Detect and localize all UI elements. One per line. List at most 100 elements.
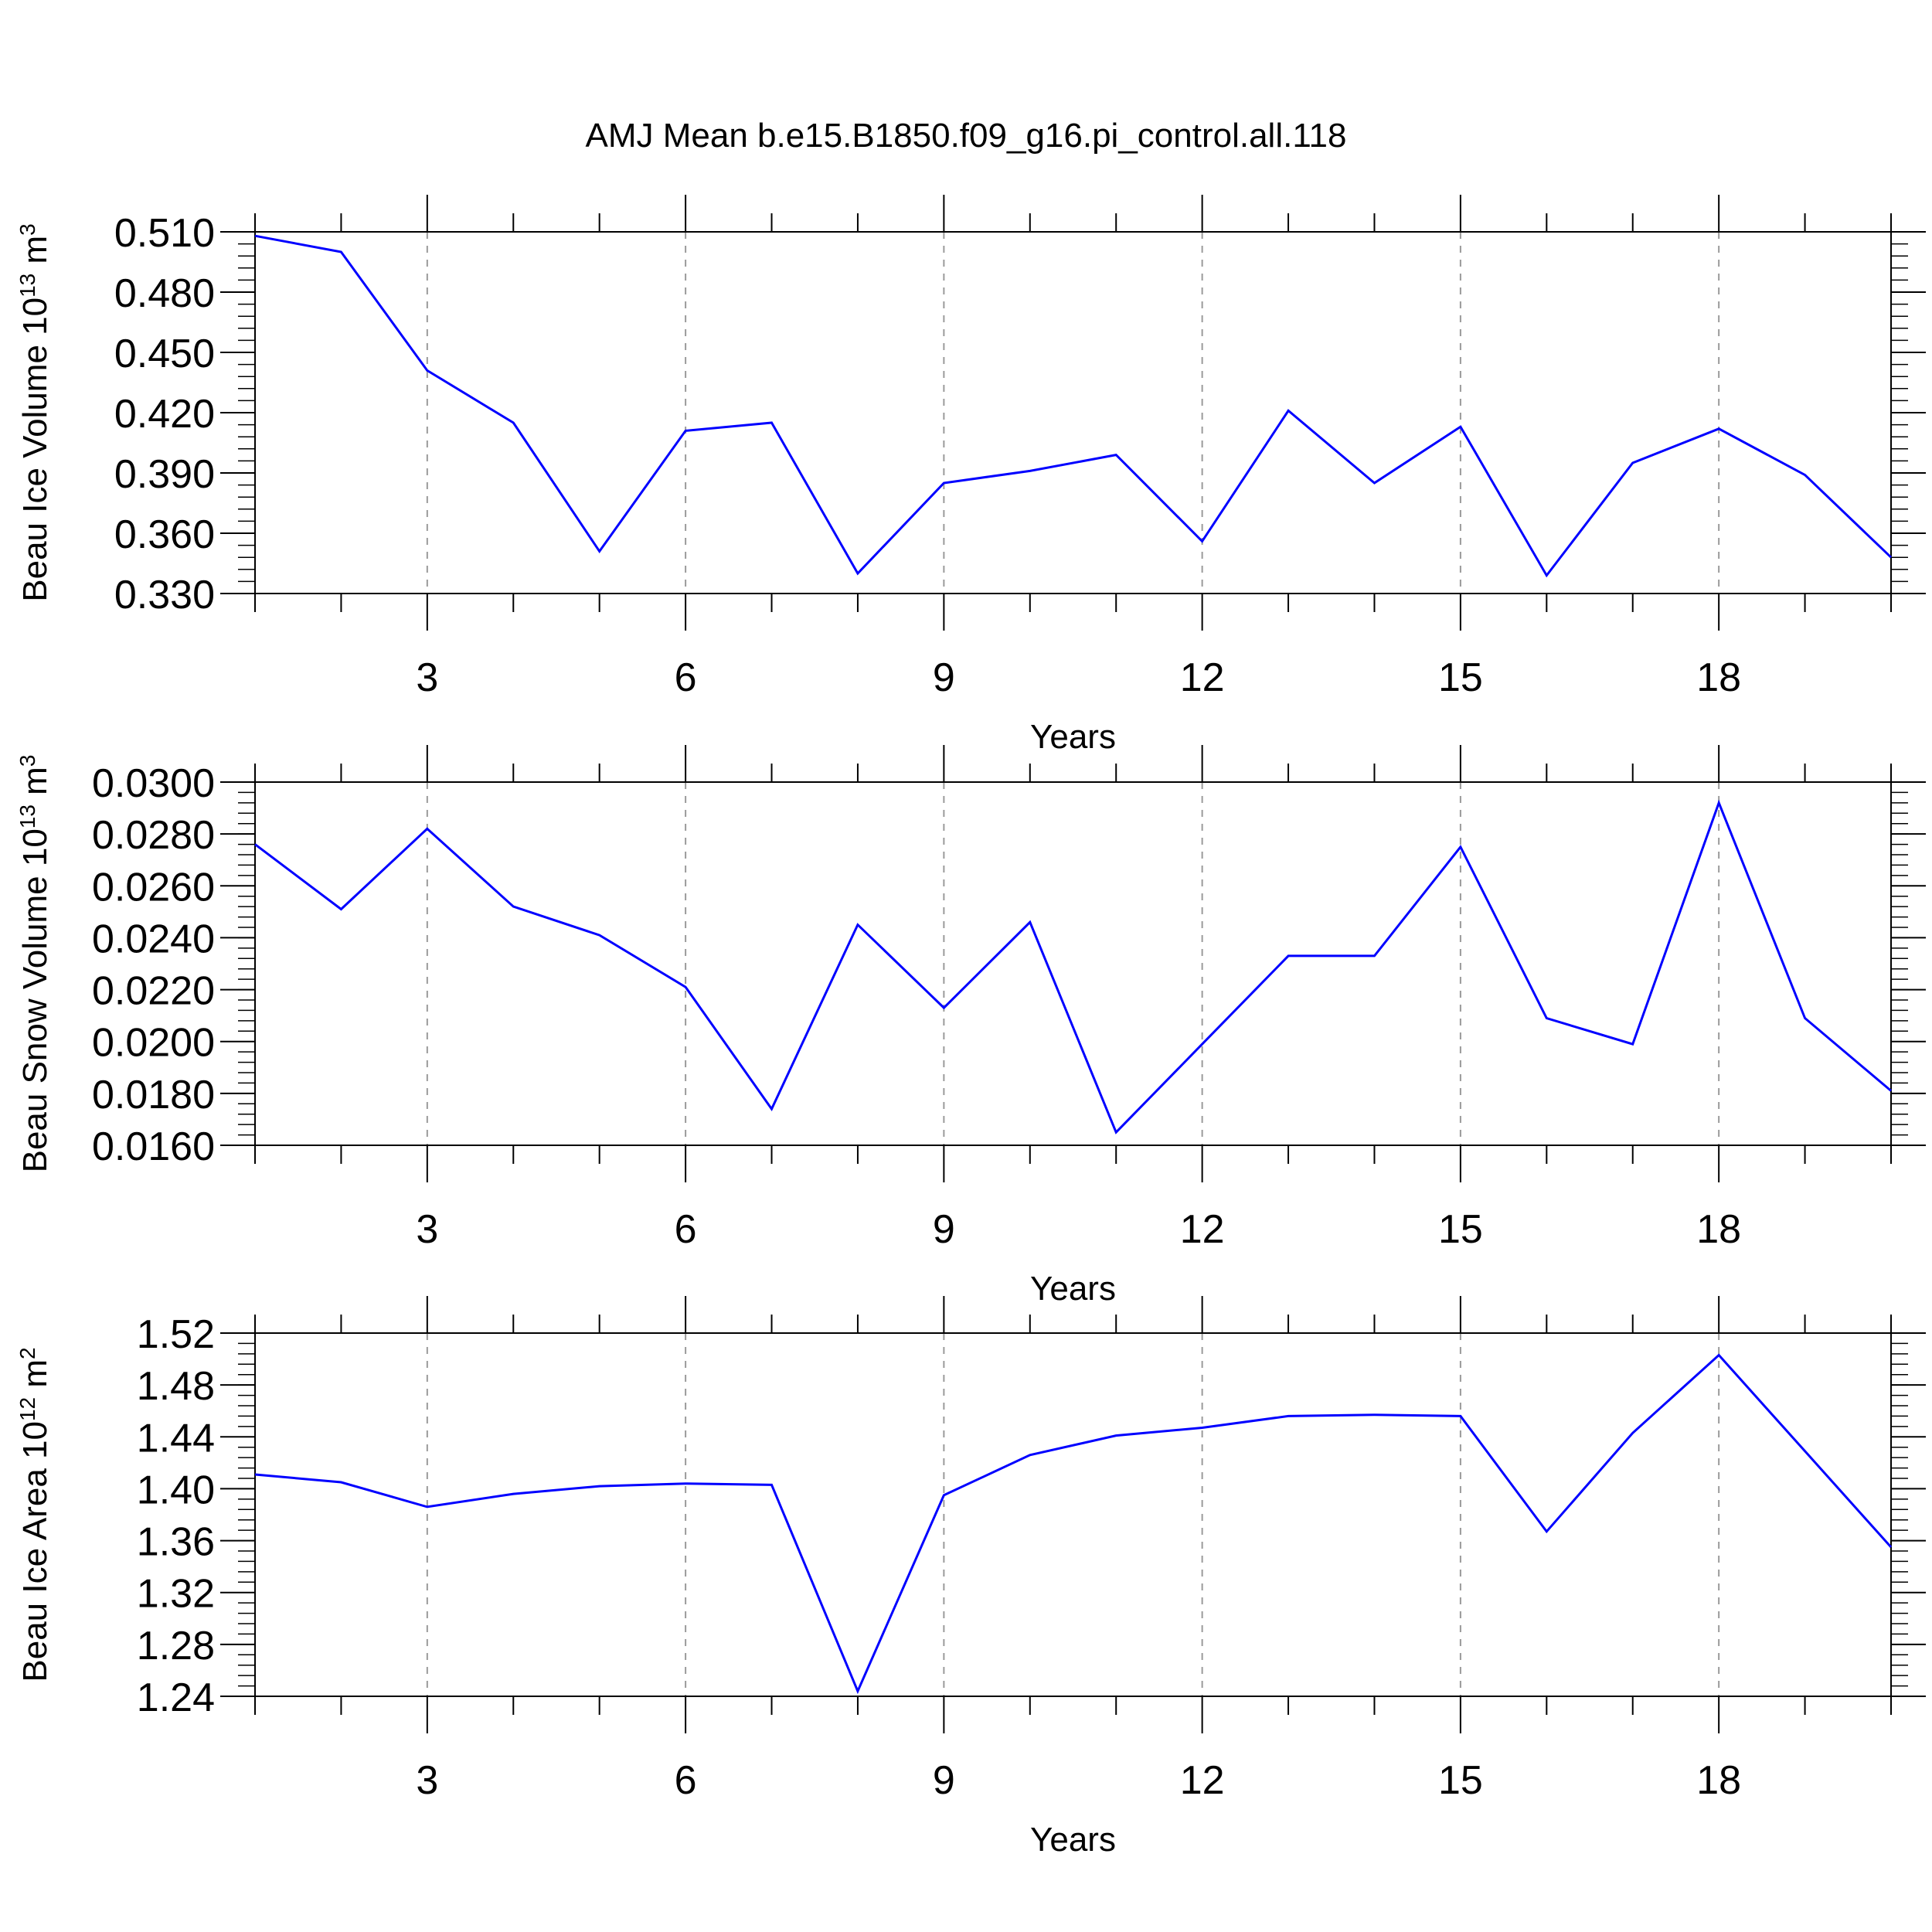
plot-frame bbox=[254, 781, 1892, 1146]
data-point bbox=[1114, 453, 1118, 457]
x-tick-label: 3 bbox=[416, 1758, 438, 1803]
data-point bbox=[511, 904, 515, 909]
panel-2: 0.0160 0.0180 0.0200 0.0220 0.0240 0.0260 0.02… bbox=[15, 745, 1926, 1308]
chart-title: AMJ Mean b.e15.B1850.f09_g16.pi_control.… bbox=[586, 117, 1347, 155]
x-tick-label: 6 bbox=[675, 655, 697, 700]
y-tick-label: 0.0160 bbox=[92, 1124, 215, 1169]
y-axis-label-superscript: 13 bbox=[15, 804, 39, 828]
y-tick-label: 0.0240 bbox=[92, 917, 215, 961]
y-tick-label: 1.32 bbox=[137, 1572, 215, 1617]
data-point bbox=[941, 1493, 946, 1498]
y-tick-label: 0.360 bbox=[114, 512, 215, 557]
x-tick-label: 6 bbox=[675, 1207, 697, 1252]
y-tick-label: 0.0220 bbox=[92, 969, 215, 1014]
x-tick-label: 12 bbox=[1180, 655, 1225, 700]
data-point bbox=[1286, 1413, 1291, 1418]
data-point bbox=[1028, 1453, 1032, 1458]
data-point bbox=[597, 549, 602, 553]
y-axis-label-part: Beau Ice Area 10 bbox=[16, 1421, 54, 1682]
x-tick-label: 3 bbox=[416, 655, 438, 700]
data-point bbox=[425, 368, 430, 372]
plot-frame bbox=[254, 1332, 1892, 1697]
data-point bbox=[1372, 954, 1376, 958]
series-line bbox=[254, 1353, 1893, 1695]
data-point bbox=[855, 1689, 860, 1693]
data-point bbox=[683, 985, 688, 989]
y-tick-label: 1.48 bbox=[137, 1364, 215, 1409]
y-axis-label-part: m bbox=[16, 236, 54, 274]
data-point bbox=[1544, 573, 1549, 578]
data-point bbox=[1716, 801, 1721, 805]
x-axis-label: Years bbox=[1030, 718, 1116, 756]
y-tick-label: 1.28 bbox=[137, 1624, 215, 1668]
y-axis-label-superscript: 2 bbox=[15, 1347, 39, 1359]
x-tick-label: 3 bbox=[416, 1207, 438, 1252]
y-axis-label-part: Beau Ice Volume 10 bbox=[16, 298, 54, 602]
y-axis-label: Beau Ice Volume 1013 m3 bbox=[15, 223, 55, 601]
data-point bbox=[1631, 461, 1635, 465]
y-tick-label: 0.510 bbox=[114, 211, 215, 256]
data-point bbox=[1200, 539, 1205, 543]
y-axis-label-superscript: 3 bbox=[15, 755, 39, 767]
data-point bbox=[1716, 1353, 1721, 1358]
data-point bbox=[1114, 1434, 1118, 1438]
x-tick-label: 12 bbox=[1180, 1207, 1225, 1252]
y-axis-label: Beau Snow Volume 1013 m3 bbox=[15, 755, 55, 1173]
data-point bbox=[1200, 1426, 1205, 1430]
series-line bbox=[254, 799, 1892, 1134]
x-tick-label: 18 bbox=[1696, 1758, 1741, 1803]
x-tick-label: 6 bbox=[675, 1758, 697, 1803]
y-axis-label-part: m bbox=[16, 767, 54, 804]
data-point bbox=[253, 233, 257, 238]
y-tick-label: 0.0200 bbox=[92, 1021, 215, 1066]
data-point bbox=[1200, 1042, 1205, 1046]
data-point bbox=[511, 1492, 515, 1496]
data-point bbox=[1889, 1089, 1893, 1094]
panel-3: 1.24 1.28 1.32 1.36 1.40 1.44 1.48 1.52 3 6 9 12 15 1… bbox=[15, 1296, 1926, 1859]
x-axis-label: Years bbox=[1030, 1270, 1116, 1308]
plot-frame bbox=[254, 231, 1892, 594]
data-point bbox=[941, 1005, 946, 1010]
x-tick-label: 9 bbox=[933, 655, 955, 700]
data-point bbox=[770, 420, 774, 425]
data-point bbox=[1458, 424, 1463, 429]
y-tick-label: 1.52 bbox=[137, 1312, 215, 1357]
x-tick-label: 15 bbox=[1438, 1758, 1483, 1803]
y-tick-label: 1.36 bbox=[137, 1520, 215, 1565]
data-point bbox=[1544, 1016, 1549, 1021]
y-tick-label: 0.0280 bbox=[92, 813, 215, 858]
data-point bbox=[1544, 1529, 1549, 1534]
data-point bbox=[1458, 845, 1463, 849]
data-point bbox=[770, 1107, 774, 1111]
y-tick-label: 0.420 bbox=[114, 392, 215, 437]
y-tick-label: 0.480 bbox=[114, 271, 215, 316]
data-point bbox=[941, 481, 946, 485]
y-axis-label-part: Beau Snow Volume 10 bbox=[16, 828, 54, 1172]
data-point bbox=[338, 1480, 343, 1485]
y-tick-label: 0.0180 bbox=[92, 1073, 215, 1117]
data-point bbox=[1372, 481, 1376, 485]
data-point bbox=[1458, 1413, 1463, 1418]
y-tick-label: 0.390 bbox=[114, 452, 215, 497]
x-tick-label: 18 bbox=[1696, 1207, 1741, 1252]
data-point bbox=[770, 1482, 774, 1487]
y-tick-label: 0.0300 bbox=[92, 761, 215, 806]
series-line bbox=[254, 234, 1893, 578]
data-point bbox=[511, 420, 515, 425]
data-point bbox=[855, 571, 860, 576]
data-point bbox=[1889, 555, 1893, 560]
y-tick-label: 0.0260 bbox=[92, 865, 215, 910]
data-point bbox=[1286, 954, 1291, 958]
y-axis-label-superscript: 12 bbox=[15, 1397, 39, 1421]
y-tick-label: 0.330 bbox=[114, 573, 215, 617]
data-point bbox=[1114, 1130, 1118, 1134]
data-point bbox=[253, 1472, 257, 1477]
panel-1: 0.330 0.360 0.390 0.420 0.450 0.480 0.510 3 6 9 12… bbox=[15, 195, 1926, 756]
x-tick-label: 9 bbox=[933, 1758, 955, 1803]
y-axis-label-superscript: 3 bbox=[15, 223, 39, 236]
data-point bbox=[1803, 1449, 1808, 1454]
y-axis-label-superscript: 13 bbox=[15, 274, 39, 298]
x-axis-label: Years bbox=[1030, 1821, 1116, 1859]
data-point bbox=[1286, 408, 1291, 413]
